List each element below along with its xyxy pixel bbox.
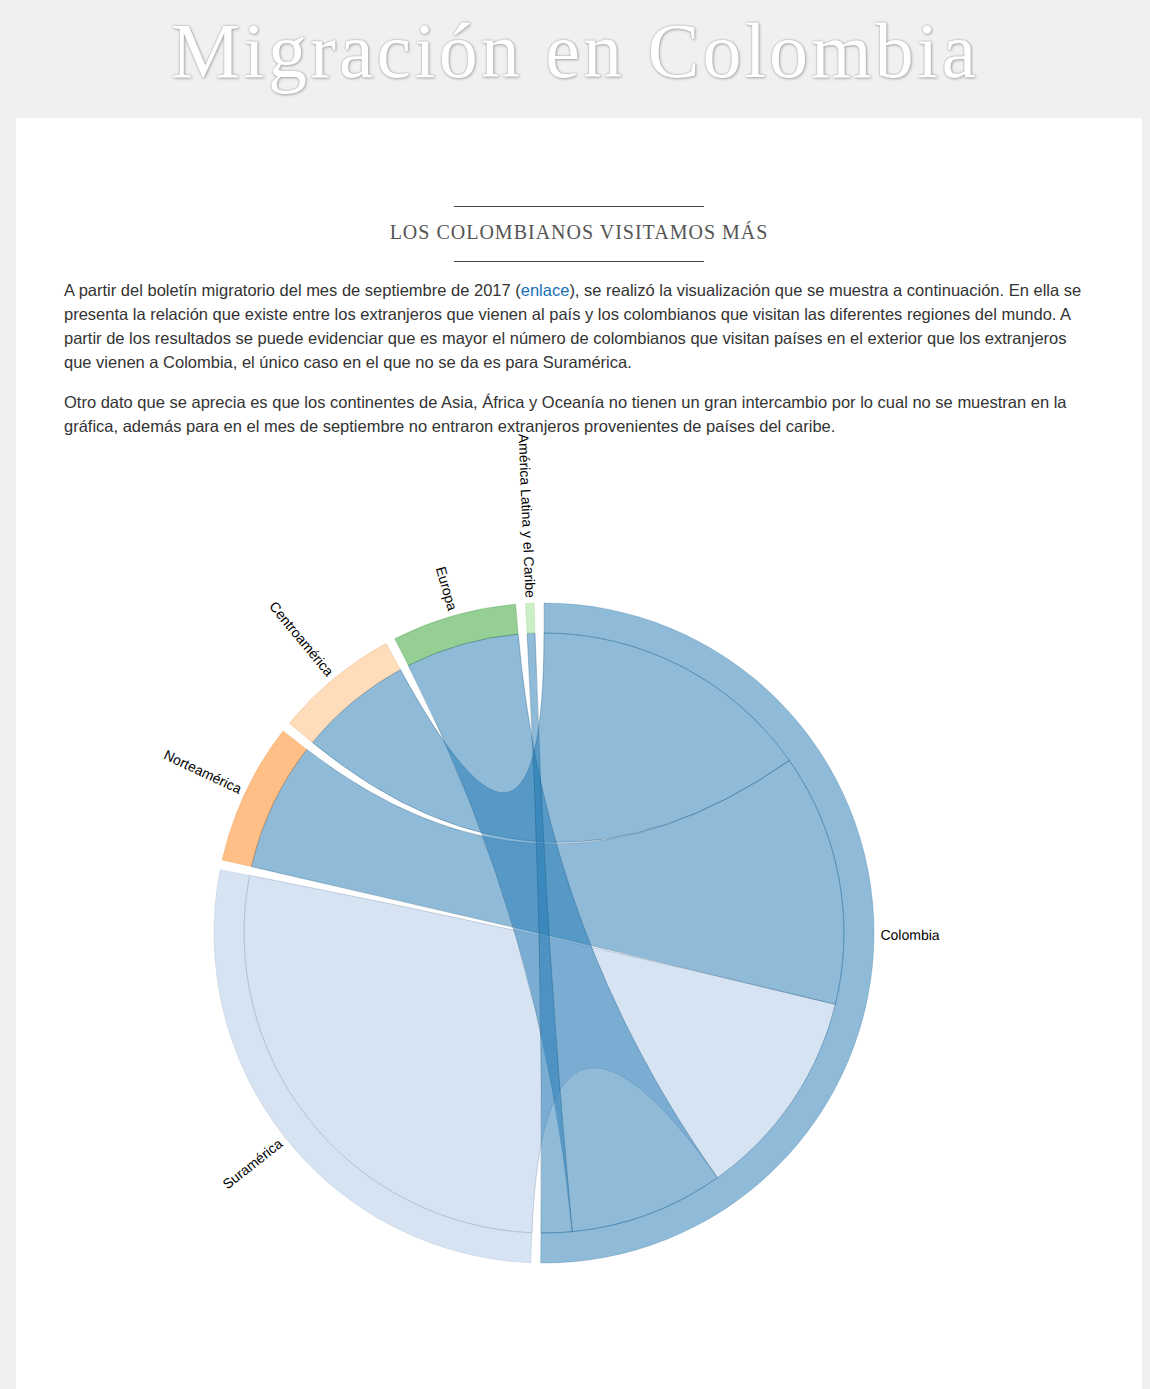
html-text:A partir del boletín migratori: A partir del boletín migratorio del mes … [64, 281, 1082, 371]
html-text:Migración en Colombia: Migración en Colombia [170, 7, 980, 94]
svg-text:Centroamérica: Centroamérica [266, 598, 337, 679]
svg-text:Norteamérica: Norteamérica [161, 747, 244, 797]
svg-text:Europa: Europa [433, 565, 461, 613]
html-text:Otro dato que se aprecia es qu: Otro dato que se aprecia es que los cont… [64, 393, 1067, 435]
svg-text:América Latina y el Caribe: América Latina y el Caribe [515, 433, 538, 598]
html-text:LOS COLOMBIANOS VISITAMOS MÁS: LOS COLOMBIANOS VISITAMOS MÁS [389, 221, 769, 243]
svg-text:Suramérica: Suramérica [219, 1135, 285, 1192]
svg-text:Colombia: Colombia [880, 927, 939, 943]
